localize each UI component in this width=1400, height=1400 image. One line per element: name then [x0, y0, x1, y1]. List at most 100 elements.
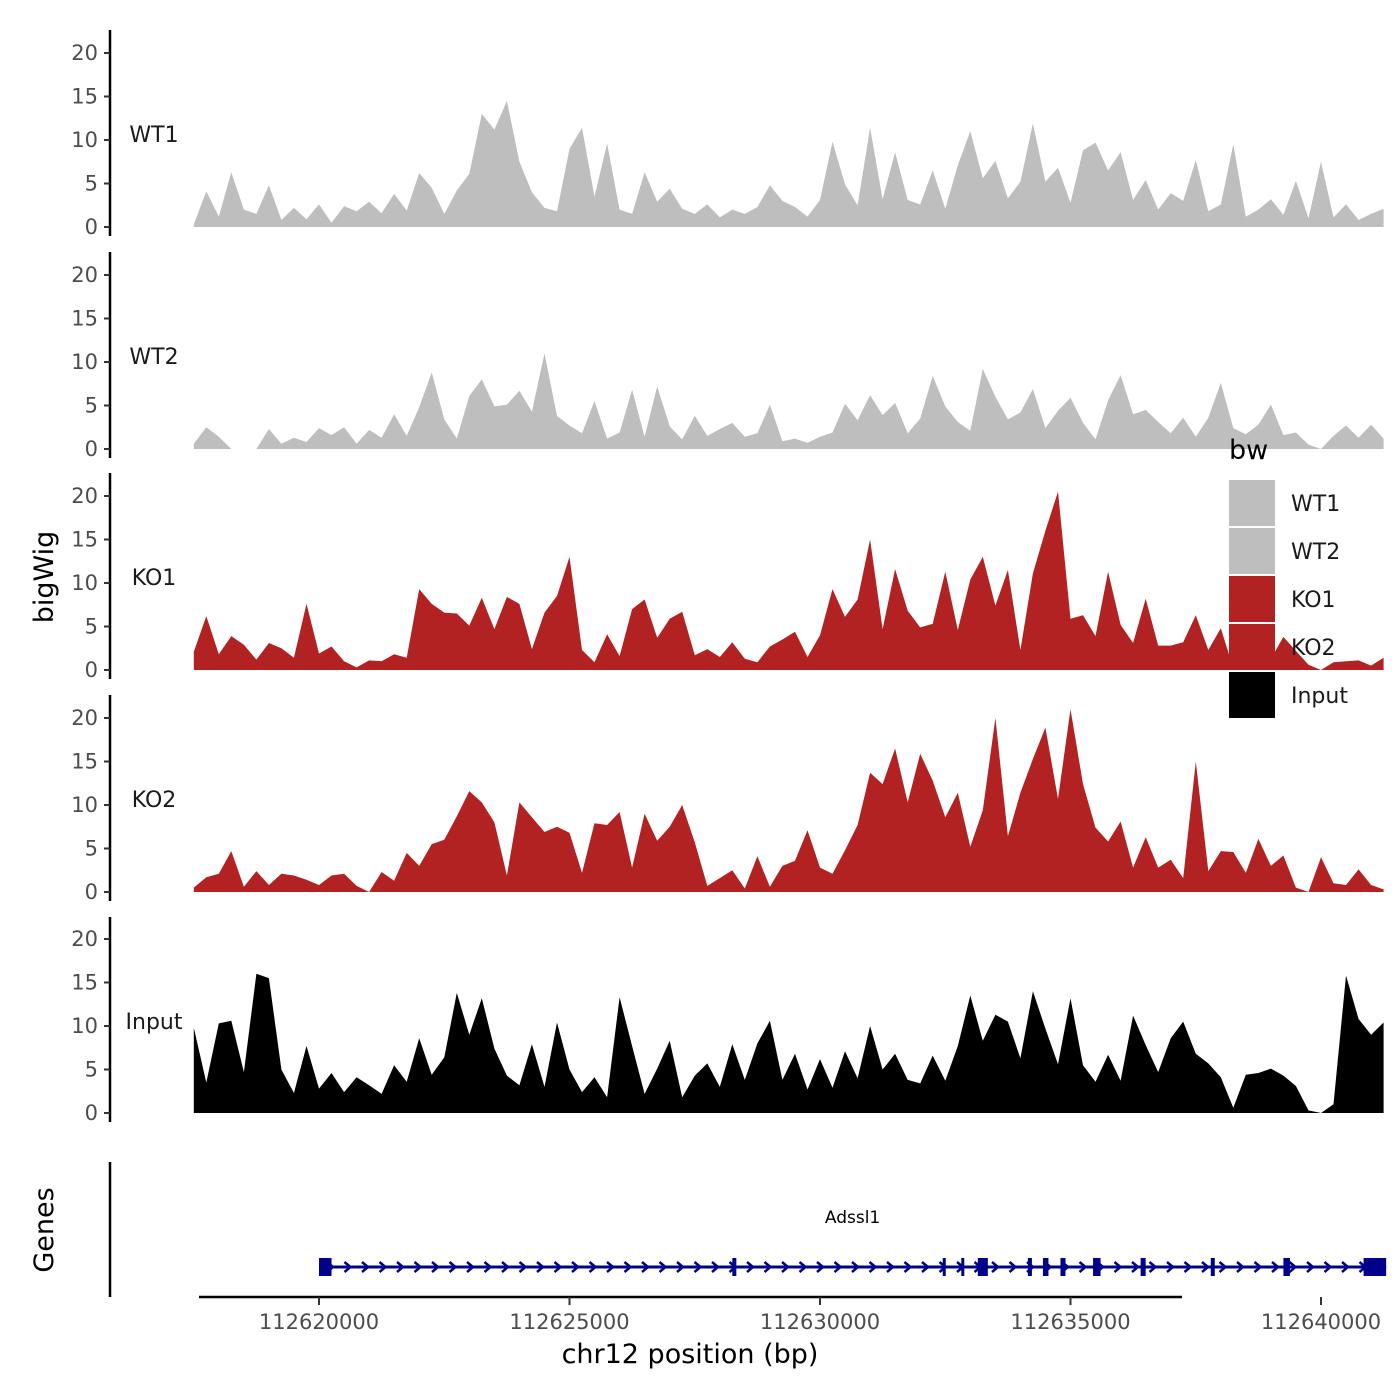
track-ko1: 0 5 10 15 20 KO1	[71, 473, 1384, 682]
legend-key-wt2	[1229, 528, 1275, 574]
strand-arrow	[693, 1261, 703, 1273]
legend-label-ko1: KO1	[1291, 588, 1336, 613]
y-tick-label: 20	[71, 41, 98, 65]
y-tick-label: 0	[85, 215, 98, 239]
legend-label-ko2: KO2	[1291, 636, 1336, 661]
strand-arrow	[658, 1261, 668, 1273]
strand-arrow	[711, 1261, 720, 1273]
track-label: WT2	[129, 345, 178, 370]
y-tick-label: 0	[85, 1101, 98, 1125]
y-tick-label: 5	[85, 172, 98, 196]
y-tick-label: 10	[71, 1014, 98, 1038]
strand-arrow	[378, 1261, 388, 1273]
y-tick-label: 20	[71, 927, 98, 951]
y-tick-label: 10	[71, 793, 98, 817]
signal-area-ko2	[193, 709, 1384, 892]
y-tick-label: 10	[71, 571, 98, 595]
strand-arrow	[1113, 1261, 1123, 1273]
signal-area-ko1	[193, 491, 1384, 670]
strand-arrow	[536, 1261, 545, 1273]
legend-label-input: Input	[1291, 684, 1348, 709]
x-tick-label: 112640000	[1261, 1310, 1381, 1334]
y-tick-label: 5	[85, 1058, 98, 1082]
strand-arrow	[991, 1261, 1000, 1273]
y-tick-label: 0	[85, 437, 98, 461]
strand-arrow	[868, 1261, 878, 1273]
strand-arrow	[413, 1261, 423, 1273]
y-tick-label: 20	[71, 706, 98, 730]
gene-track: Adssl1	[108, 1162, 1387, 1297]
strand-arrow	[623, 1261, 633, 1273]
strand-arrow	[1271, 1261, 1280, 1273]
gene-label: Adssl1	[825, 1208, 880, 1228]
gene-exon	[1093, 1258, 1101, 1276]
strand-arrow	[1323, 1261, 1333, 1273]
strand-arrow	[343, 1261, 353, 1273]
legend-key-ko2	[1229, 624, 1275, 670]
track-wt1: 0 5 10 15 20 WT1	[71, 30, 1384, 239]
track-label: Input	[126, 1010, 183, 1035]
strand-arrow	[903, 1261, 913, 1273]
strand-arrow	[483, 1261, 493, 1273]
gene-exon	[1363, 1258, 1387, 1276]
gene-exon	[732, 1258, 737, 1276]
y-tick-label: 5	[85, 837, 98, 861]
strand-arrow	[676, 1261, 685, 1273]
signal-area-input	[193, 973, 1384, 1113]
y-tick-label: 15	[71, 971, 98, 995]
y-tick-label: 5	[85, 394, 98, 418]
y-tick-label: 15	[71, 85, 98, 109]
legend-title: bw	[1229, 435, 1268, 466]
strand-arrow	[606, 1261, 615, 1273]
track-label: KO2	[132, 788, 177, 813]
strand-arrow	[1341, 1261, 1350, 1273]
gene-exon	[1060, 1258, 1066, 1276]
strand-arrow	[851, 1261, 860, 1273]
y-tick-label: 15	[71, 307, 98, 331]
y-tick-label: 0	[85, 658, 98, 682]
track-ko2: 0 5 10 15 20 KO2	[71, 695, 1384, 904]
strand-arrow	[1166, 1261, 1175, 1273]
track-input: 0 5 10 15 20 Input	[71, 917, 1384, 1125]
strand-arrow	[1236, 1261, 1245, 1273]
y-tick-label: 20	[71, 484, 98, 508]
strand-arrow	[746, 1261, 755, 1273]
signal-area-wt2	[193, 353, 1384, 449]
y-tick-label: 10	[71, 128, 98, 152]
genes-track-title: Genes	[29, 1187, 60, 1272]
strand-arrow	[361, 1261, 370, 1273]
strand-arrow	[518, 1261, 528, 1273]
strand-arrow	[1288, 1261, 1298, 1273]
strand-arrow	[641, 1261, 650, 1273]
strand-arrow	[1201, 1261, 1210, 1273]
gene-exon	[1283, 1258, 1290, 1276]
strand-arrow	[1306, 1261, 1315, 1273]
signal-area-wt1	[193, 100, 1384, 227]
y-tick-label: 5	[85, 615, 98, 639]
legend-label-wt1: WT1	[1291, 492, 1340, 517]
track-wt2: 0 5 10 15 20 WT2	[71, 252, 1384, 461]
strand-arrow	[396, 1261, 405, 1273]
strand-arrow	[1183, 1261, 1193, 1273]
y-tick-label: 15	[71, 528, 98, 552]
strand-arrow	[1253, 1261, 1263, 1273]
legend-key-wt1	[1229, 480, 1275, 526]
strand-arrow	[816, 1261, 825, 1273]
strand-arrow	[886, 1261, 895, 1273]
legend-key-input	[1229, 672, 1275, 718]
y-tick-label: 15	[71, 750, 98, 774]
strand-arrow	[763, 1261, 773, 1273]
x-tick-label: 112620000	[259, 1310, 379, 1334]
gene-exon	[1140, 1258, 1146, 1276]
strand-arrow	[798, 1261, 808, 1273]
x-axis: 112620000 112625000 112630000 112635000 1126…	[199, 1295, 1381, 1334]
legend-label-wt2: WT2	[1291, 540, 1340, 565]
legend-key-ko1	[1229, 576, 1275, 622]
track-label: WT1	[129, 123, 178, 148]
y-tick-label: 10	[71, 350, 98, 374]
x-tick-label: 112625000	[509, 1310, 629, 1334]
strand-arrow	[1131, 1261, 1140, 1273]
gene-exon	[977, 1258, 988, 1276]
y-tick-label: 20	[71, 263, 98, 287]
